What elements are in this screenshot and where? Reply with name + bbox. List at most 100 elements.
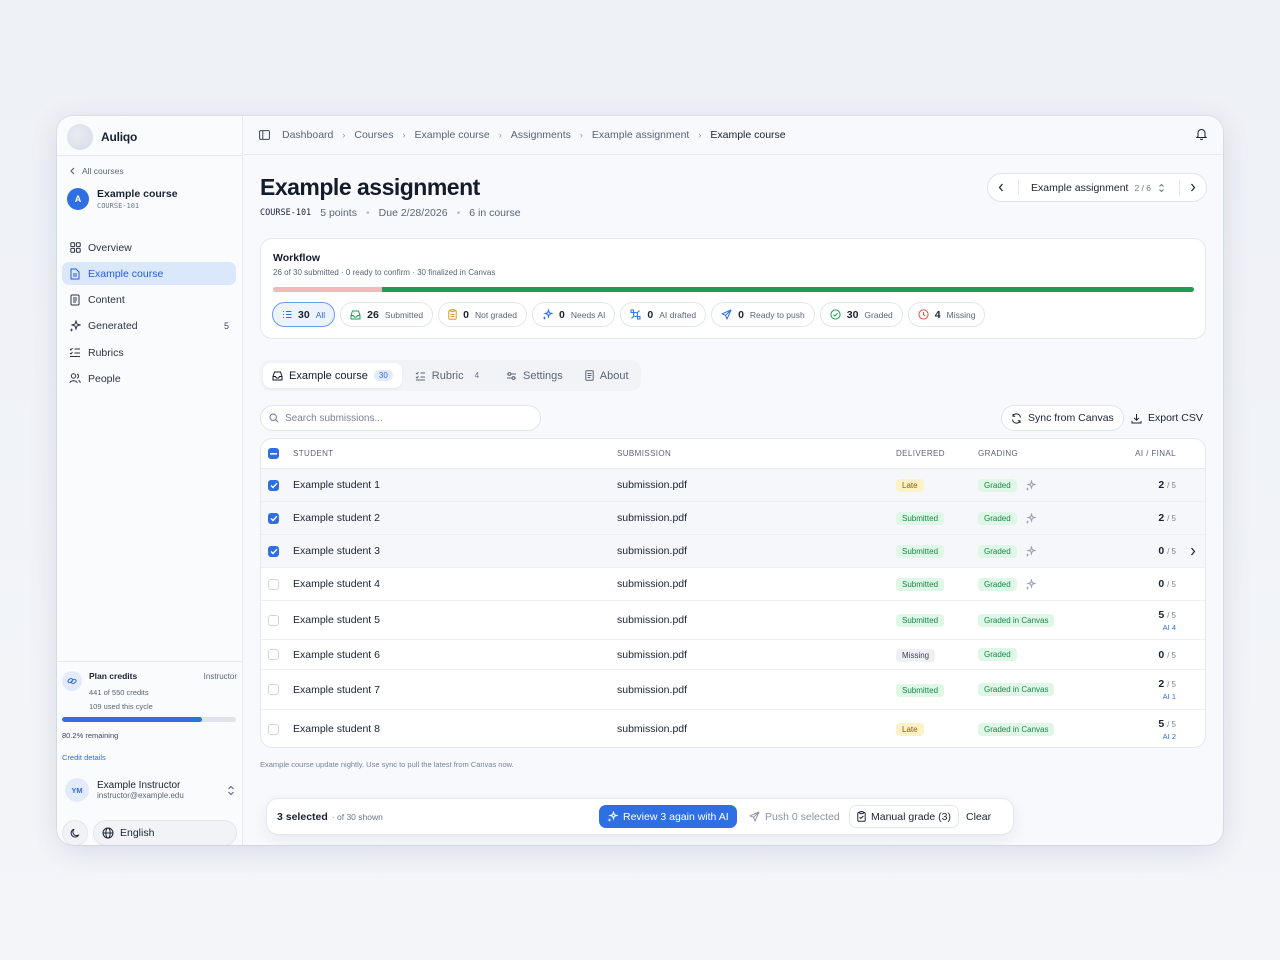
workflow-progress-bar [273,287,1194,292]
clear-selection-button[interactable]: Clear [966,810,992,823]
table-row[interactable]: Example student 7 submission.pdf Submitted… [261,670,1205,710]
tab-about[interactable]: About [576,363,638,388]
student-name[interactable]: Example student 7 [293,683,380,696]
filter-chip-ready-to-push[interactable]: 0 Ready to push [711,302,815,327]
pager-assignment-label[interactable]: Example assignment [1031,181,1129,194]
breadcrumb-assignment[interactable]: Example assignment [591,129,690,141]
chevron-left-icon [69,167,76,175]
student-name[interactable]: Example student 2 [293,512,380,524]
submissions-table: STUDENT SUBMISSION DELIVERED GRADING AI … [260,438,1206,748]
sidebar-item-generated[interactable]: Generated 5 [62,315,236,338]
filter-chip-ai-drafted[interactable]: 0 AI drafted [620,302,707,327]
table-row[interactable]: Example student 4 submission.pdf Submitted… [261,568,1205,601]
student-name[interactable]: Example student 4 [293,578,380,590]
header-ai-final[interactable]: AI / FINAL [1135,449,1176,458]
sidebar-item-people[interactable]: People [62,367,236,390]
course-switcher[interactable]: A Example course COURSE-101 [67,188,178,210]
breadcrumb-courses[interactable]: Courses [354,129,394,141]
filter-chip-graded[interactable]: 30 Graded [819,302,903,327]
row-checkbox[interactable] [268,479,279,491]
row-checkbox[interactable] [268,723,279,735]
search-input[interactable] [285,412,525,424]
breadcrumb-dashboard[interactable]: Dashboard [282,129,334,141]
submission-file[interactable]: submission.pdf [617,578,688,590]
chevron-right-icon: › [698,130,702,140]
breadcrumb-assignments[interactable]: Assignments [510,129,571,141]
student-name[interactable]: Example student 6 [293,648,380,661]
breadcrumb-course[interactable]: Example course [414,129,490,141]
language-selector[interactable]: English [93,820,237,845]
row-checkbox[interactable] [268,649,279,660]
table-row[interactable]: Example student 6 submission.pdf Missing Gr… [261,640,1205,670]
submission-file[interactable]: submission.pdf [617,479,688,491]
tab-rubric[interactable]: Rubric 4 [406,363,493,388]
header-delivered[interactable]: DELIVERED [896,449,945,458]
table-row[interactable]: Example student 3 submission.pdf Submitted… [261,535,1205,568]
brand[interactable]: Auliqo [67,122,137,152]
checkbox [268,545,279,557]
sidebar-item-content[interactable]: Content [62,289,236,312]
inbox-icon [350,310,361,320]
previous-assignment-button[interactable] [998,183,1004,192]
back-to-courses-link[interactable]: All courses [69,166,124,176]
score-cell[interactable]: 2 / 5 [1158,512,1176,524]
filter-chip-missing[interactable]: 4 Missing [907,302,986,327]
manual-grade-button[interactable]: Manual grade (3) [849,805,959,828]
sidebar-item-example-course[interactable]: Example course [62,262,236,286]
row-checkbox[interactable] [268,578,279,590]
sidebar-item-rubrics[interactable]: Rubrics [62,341,236,364]
header-grading[interactable]: GRADING [978,449,1019,458]
score-cell[interactable]: 5 / 5 AI 4 [1158,609,1176,632]
table-row[interactable]: Example student 5 submission.pdf Submitted… [261,601,1205,640]
sync-from-canvas-button[interactable]: Sync from Canvas [1001,405,1124,431]
push-selected-button[interactable]: Push 0 selected [743,805,846,828]
score-cell[interactable]: 0 / 5 [1158,545,1176,557]
submission-file[interactable]: submission.pdf [617,512,688,524]
table-row[interactable]: Example student 1 submission.pdf Late Grade… [261,469,1205,502]
submission-file[interactable]: submission.pdf [617,723,688,735]
table-row[interactable]: Example student 8 submission.pdf Late Grade… [261,710,1205,747]
chevron-up-down-icon[interactable] [1158,183,1165,193]
student-name[interactable]: Example student 1 [293,479,380,491]
credit-details-link[interactable]: Credit details [62,753,106,762]
plan-credits-title: Plan credits [89,671,138,681]
submission-file[interactable]: submission.pdf [617,545,688,557]
submission-file[interactable]: submission.pdf [617,683,688,696]
table-row[interactable]: Example student 2 submission.pdf Submitted… [261,502,1205,535]
score-cell[interactable]: 0 / 5 [1158,649,1176,661]
score-cell[interactable]: 0 / 5 [1158,578,1176,590]
theme-toggle-button[interactable] [62,820,88,845]
row-checkbox[interactable] [268,614,279,626]
score-denominator: / 5 [1167,547,1176,556]
tab-submissions[interactable]: Example course 30 [263,363,402,388]
score-cell[interactable]: 2 / 5 AI 1 [1158,678,1176,701]
export-csv-button[interactable]: Export CSV [1122,405,1212,431]
score-cell[interactable]: 2 / 5 [1158,479,1176,491]
delivered-status-badge: Submitted [896,512,945,525]
row-checkbox[interactable] [268,512,279,524]
sidebar-item-overview[interactable]: Overview [62,236,236,259]
header-student[interactable]: STUDENT [293,449,334,458]
row-checkbox[interactable] [268,545,279,557]
chevron-right-icon[interactable] [1190,547,1196,556]
submission-file[interactable]: submission.pdf [617,648,688,661]
filter-chip-all[interactable]: 30 All [272,302,336,327]
next-assignment-button[interactable] [1190,183,1196,192]
select-all-checkbox[interactable] [268,448,279,459]
submission-file[interactable]: submission.pdf [617,614,688,626]
student-name[interactable]: Example student 8 [293,723,380,735]
student-name[interactable]: Example student 5 [293,614,380,626]
filter-chip-submitted[interactable]: 26 Submitted [340,302,434,327]
row-checkbox[interactable] [268,684,279,695]
grading-status-badge: Graded in Canvas [978,683,1055,696]
tab-settings[interactable]: Settings [497,363,572,388]
score-cell[interactable]: 5 / 5 AI 2 [1158,718,1176,741]
review-with-ai-button[interactable]: Review 3 again with AI [599,805,737,828]
sidebar-toggle-icon[interactable] [259,130,270,140]
workflow-title: Workflow [273,252,321,264]
bell-icon[interactable] [1196,128,1207,140]
user-menu[interactable]: YM Example Instructor instructor@example… [65,778,235,802]
filter-chip-needs-ai[interactable]: 0 Needs AI [532,302,616,327]
filter-chip-not-graded[interactable]: 0 Not graded [438,302,528,327]
student-name[interactable]: Example student 3 [293,545,380,557]
